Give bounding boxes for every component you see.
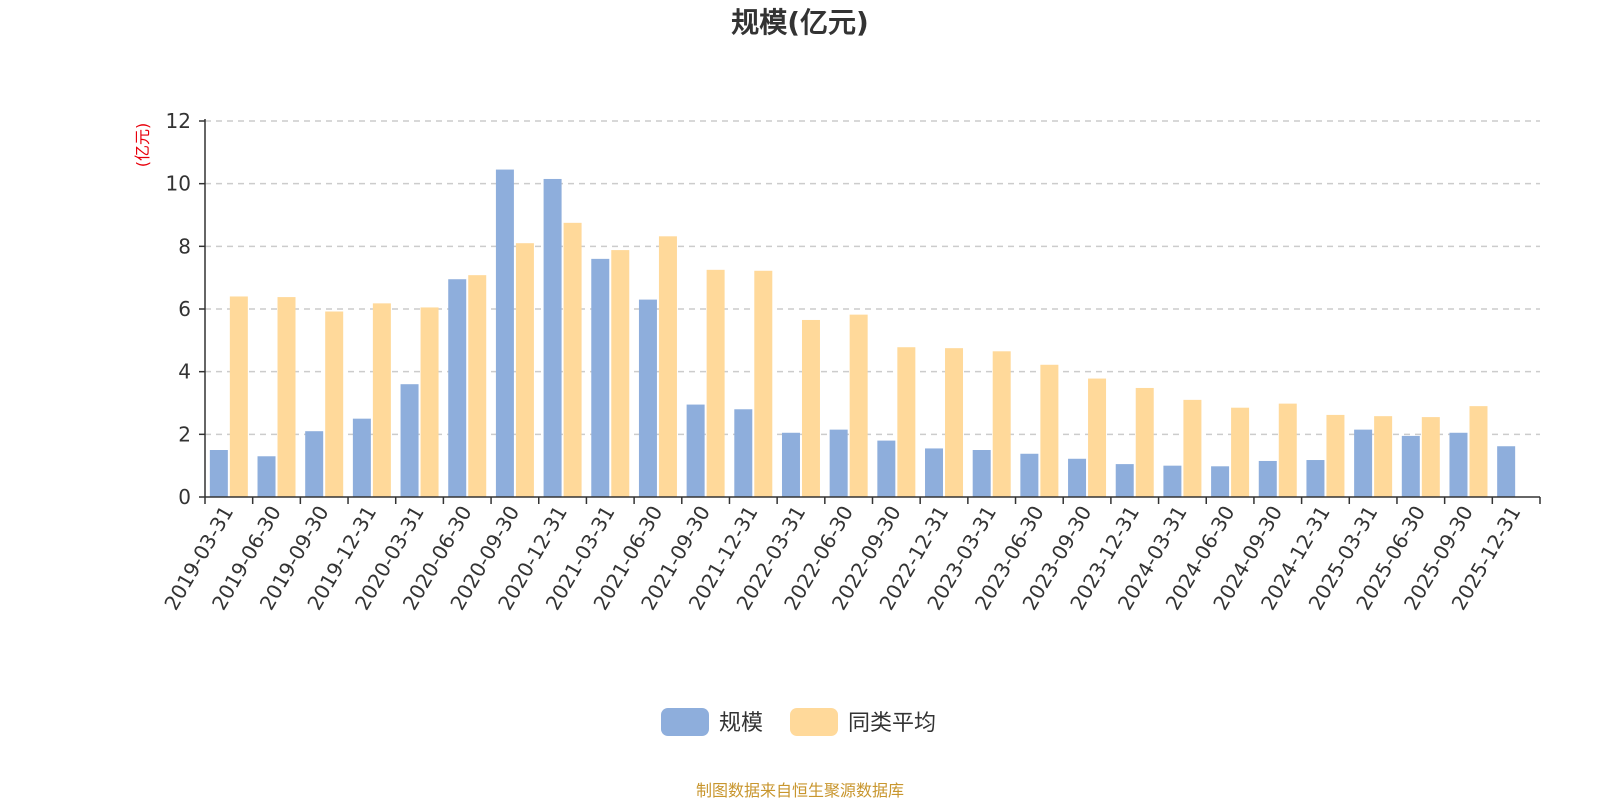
bar-category-average [1135,387,1154,497]
bar-category-average [1231,407,1250,497]
bar-category-average [658,236,677,497]
bar-category-average [1326,414,1345,497]
bar-scale [591,258,610,497]
x-tick-labels: 2019-03-312019-06-302019-09-302019-12-31… [159,501,1525,614]
bar-scale [1020,453,1039,497]
source-note: 制图数据来自恒生聚源数据库 [696,781,904,800]
bar-category-average [1040,364,1059,497]
bar-category-average [706,269,725,497]
bar-scale [1401,435,1420,497]
y-tick-label: 2 [178,422,191,446]
bar-scale [352,418,371,497]
bar-scale [638,299,657,497]
bar-scale [1115,464,1134,497]
bar-category-average [325,311,344,497]
bar-scale [925,448,944,497]
bar-scale [1497,446,1516,497]
bar-scale [972,450,991,497]
bar-scale [1258,460,1277,497]
y-axis-unit: (亿元) [133,123,152,168]
y-tick-label: 8 [178,234,191,258]
legend-swatch-scale [661,708,709,736]
bars [209,169,1516,498]
chart-title: 规模(亿元) [731,6,869,39]
bar-category-average [515,243,534,497]
bar-scale [543,178,562,497]
bar-category-average [372,303,391,497]
bar-category-average [1469,406,1488,497]
bar-scale [305,431,324,497]
bar-category-average [611,250,630,497]
legend-swatch-category-average [790,708,838,736]
bar-scale [1449,432,1468,497]
y-tick-label: 0 [178,485,191,509]
axes [199,119,1541,504]
bar-scale [1068,458,1087,497]
bar-scale [734,409,753,497]
bar-category-average [801,319,820,497]
bar-category-average [1088,378,1107,497]
bar-scale [1306,460,1325,497]
bar-category-average [1421,417,1440,497]
bar-category-average [849,314,868,497]
bar-scale [1211,466,1230,497]
bar-scale [686,404,705,497]
y-tick-label: 4 [178,360,191,384]
bar-category-average [1183,399,1202,497]
bar-category-average [945,348,964,497]
bar-scale [448,279,467,497]
y-tick-label: 12 [166,109,191,133]
legend-label-category-average: 同类平均 [848,711,936,736]
bar-scale [209,450,228,497]
bar-category-average [229,296,248,497]
bar-scale [877,440,896,497]
legend: 规模 同类平均 [661,708,936,736]
bar-scale [400,384,419,497]
bar-category-average [992,351,1011,497]
bar-category-average [754,270,773,497]
y-tick-label: 10 [166,172,191,196]
bar-scale [781,432,800,497]
bar-scale [829,429,848,497]
bar-scale [495,169,514,498]
y-tick-labels: 0 2 4 6 8 10 12 [166,109,191,509]
bar-category-average [1374,416,1393,497]
bar-scale [257,456,276,497]
y-tick-label: 6 [178,297,191,321]
bar-scale [1163,465,1182,497]
bar-category-average [563,222,582,498]
bar-category-average [1278,403,1297,497]
legend-label-scale: 规模 [719,711,763,736]
bar-scale [1354,429,1373,497]
bar-category-average [420,307,439,497]
bar-category-average [277,297,296,497]
bar-category-average [468,275,487,497]
bar-category-average [897,347,916,497]
